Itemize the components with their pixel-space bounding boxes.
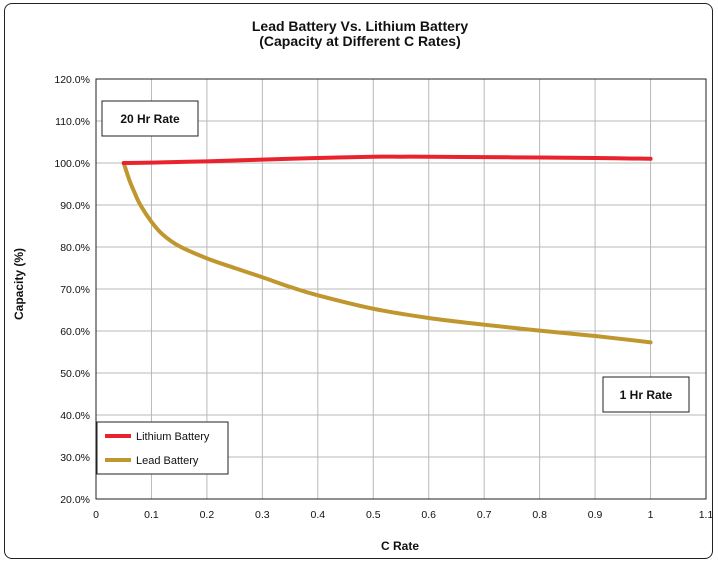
y-tick-label: 80.0% bbox=[60, 242, 90, 254]
y-tick-label: 110.0% bbox=[55, 116, 90, 128]
annotation-20hr-box bbox=[101, 100, 199, 137]
x-tick-label: 0.2 bbox=[200, 509, 215, 521]
x-tick-label: 1.1 bbox=[699, 509, 714, 521]
x-tick-label: 0.7 bbox=[477, 509, 492, 521]
legend-box bbox=[96, 421, 229, 475]
y-tick-label: 20.0% bbox=[60, 494, 90, 506]
plot-border bbox=[95, 78, 707, 500]
annotation-1hr-box bbox=[602, 376, 690, 413]
x-tick-label: 1 bbox=[648, 509, 654, 521]
y-axis-label: Capacity (%) bbox=[12, 248, 26, 320]
annotation-1hr: 1 Hr Rate bbox=[602, 376, 690, 413]
x-tick-label: 0.4 bbox=[311, 509, 326, 521]
y-tick-label: 70.0% bbox=[60, 284, 90, 296]
chart-frame: Lead Battery Vs. Lithium Battery (Capaci… bbox=[4, 3, 713, 559]
x-tick-label: 0 bbox=[93, 509, 99, 521]
x-tick-label: 0.3 bbox=[255, 509, 270, 521]
y-tick-label: 40.0% bbox=[60, 410, 90, 422]
annotation-20hr: 20 Hr Rate bbox=[101, 100, 199, 137]
legend: Lithium Battery Lead Battery bbox=[96, 421, 229, 475]
tick-labels: 0 0.1 0.2 0.3 0.4 0.5 0.6 0.7 0.8 0.9 1 1.1 20.0% 30.… bbox=[54, 74, 713, 521]
y-tick-label: 60.0% bbox=[60, 326, 90, 338]
annotation-1hr-label: 1 Hr Rate bbox=[620, 388, 673, 402]
legend-label-lithium: Lithium Battery bbox=[136, 431, 210, 443]
x-tick-label: 0.1 bbox=[144, 509, 159, 521]
x-tick-label: 0.6 bbox=[421, 509, 436, 521]
series-line-lithium-battery bbox=[121, 154, 653, 165]
y-tick-label: 100.0% bbox=[54, 158, 90, 170]
series-lines bbox=[121, 154, 653, 345]
x-tick-label: 0.8 bbox=[532, 509, 547, 521]
x-axis-label: C Rate bbox=[381, 539, 419, 553]
y-tick-label: 30.0% bbox=[60, 452, 90, 464]
y-tick-label: 50.0% bbox=[60, 368, 90, 380]
chart-title-line-1: Lead Battery Vs. Lithium Battery bbox=[252, 18, 468, 34]
y-tick-label: 120.0% bbox=[54, 74, 90, 86]
x-tick-label: 0.5 bbox=[366, 509, 381, 521]
chart-svg: Lead Battery Vs. Lithium Battery (Capaci… bbox=[12, 18, 713, 553]
chart-title: Lead Battery Vs. Lithium Battery (Capaci… bbox=[252, 18, 468, 49]
chart-title-line-2: (Capacity at Different C Rates) bbox=[259, 33, 461, 49]
series-line-lead-battery bbox=[121, 161, 653, 345]
y-tick-label: 90.0% bbox=[60, 200, 90, 212]
legend-label-lead: Lead Battery bbox=[136, 455, 199, 467]
x-tick-label: 0.9 bbox=[588, 509, 603, 521]
annotation-20hr-label: 20 Hr Rate bbox=[120, 112, 180, 126]
